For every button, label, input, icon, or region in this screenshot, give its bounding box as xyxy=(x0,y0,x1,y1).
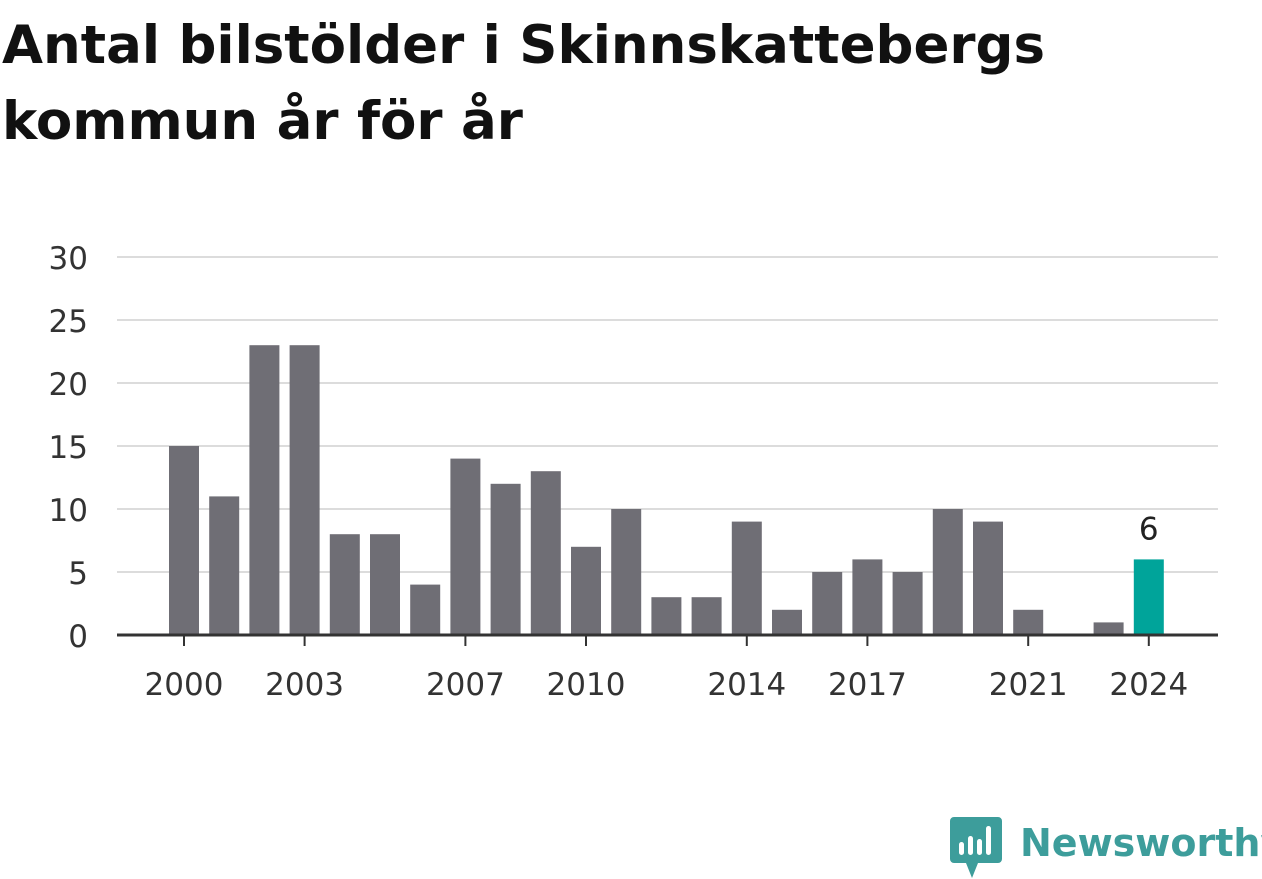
bar-2018 xyxy=(892,572,923,635)
y-tick-label: 25 xyxy=(49,304,88,340)
y-tick-label: 30 xyxy=(49,241,88,277)
bar-2013 xyxy=(691,597,722,635)
y-tick-label: 10 xyxy=(49,493,88,529)
x-tick-label: 2000 xyxy=(145,667,224,703)
brand-name: Newsworthy xyxy=(1020,821,1262,865)
x-tick-label: 2017 xyxy=(828,667,907,703)
bar-2009 xyxy=(530,471,561,635)
bar-2001 xyxy=(209,496,240,635)
chart-title: Antal bilstölder i Skinnskattebergs komm… xyxy=(2,15,1046,152)
bar-2007 xyxy=(450,458,481,635)
data-label-2024: 6 xyxy=(1139,511,1159,547)
bar-2000 xyxy=(169,446,199,635)
x-tick-label: 2014 xyxy=(707,667,786,703)
x-tick-label: 2007 xyxy=(426,667,505,703)
bar-2003 xyxy=(289,345,320,635)
y-tick-label: 5 xyxy=(68,556,88,592)
y-tick-label: 15 xyxy=(49,430,88,466)
x-tick-label: 2024 xyxy=(1109,667,1188,703)
bar-2021 xyxy=(1013,609,1044,635)
newsworthy-logo: Newsworthy xyxy=(950,817,1262,879)
bars xyxy=(169,345,1164,635)
bar-2024 xyxy=(1133,559,1164,635)
x-tick-label: 2021 xyxy=(989,667,1068,703)
bar-2023 xyxy=(1093,622,1124,635)
data-labels: 6 xyxy=(1139,511,1159,547)
x-tick-label: 2010 xyxy=(547,667,626,703)
y-tick-label: 0 xyxy=(68,619,88,655)
bar-2010 xyxy=(571,546,601,635)
bar-2016 xyxy=(812,572,843,635)
bar-2017 xyxy=(852,559,883,635)
y-tick-label: 20 xyxy=(49,367,88,403)
bar-2014 xyxy=(731,521,762,635)
bar-2005 xyxy=(370,534,400,635)
x-axis-ticks: 2000 2003 2007 2010 2014 2017 2021 2024 xyxy=(145,635,1188,703)
bar-2004 xyxy=(329,534,360,635)
bar-2015 xyxy=(772,609,802,635)
bar-2006 xyxy=(410,584,441,635)
y-axis-ticks: 0 5 10 15 20 25 30 xyxy=(49,241,88,655)
bar-2002 xyxy=(249,345,280,635)
newsworthy-logo-icon xyxy=(950,817,1002,878)
bar-2008 xyxy=(490,483,521,635)
bar-2020 xyxy=(973,521,1003,635)
bar-2011 xyxy=(611,509,642,635)
x-tick-label: 2003 xyxy=(265,667,344,703)
bar-2019 xyxy=(932,509,963,635)
grid-lines xyxy=(117,256,1218,573)
bar-2012 xyxy=(651,597,682,635)
